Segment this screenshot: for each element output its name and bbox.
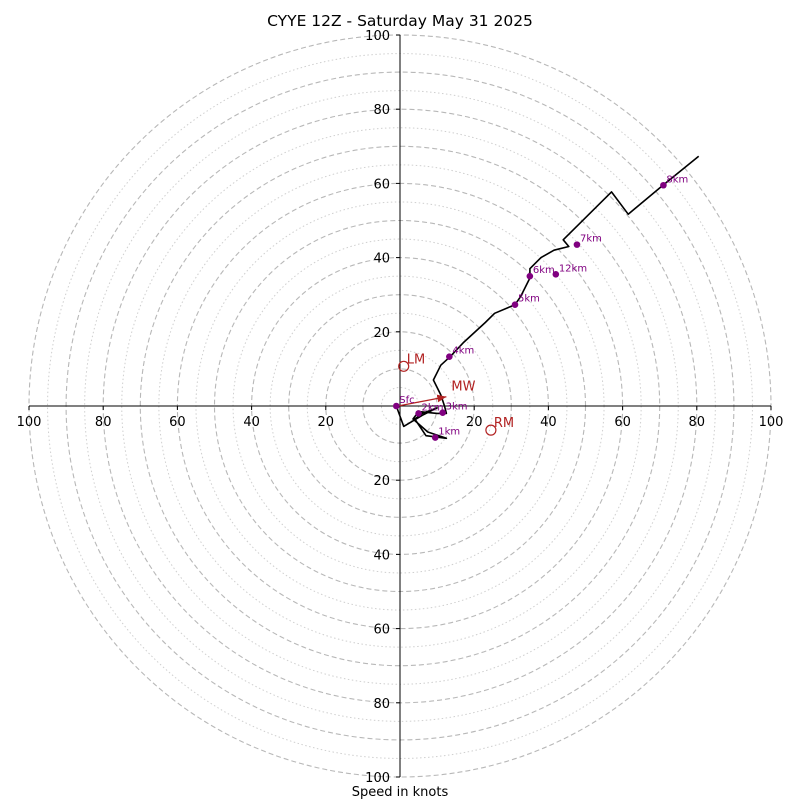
height-label: 12km: [559, 263, 587, 274]
height-label: Sfc: [399, 395, 414, 406]
chart-title: CYYE 12Z - Saturday May 31 2025: [267, 12, 533, 30]
y-tick-label: 60: [373, 623, 390, 638]
y-tick-label: 40: [373, 252, 390, 267]
hodograph-trace: [395, 155, 700, 440]
x-tick-label: 100: [759, 415, 784, 430]
height-marker: [552, 270, 560, 278]
x-tick-label: 40: [540, 415, 557, 430]
mean-wind-label: MW: [451, 380, 475, 395]
height-marker: [446, 353, 453, 360]
height-label: 5km: [518, 294, 540, 305]
height-marker: [439, 409, 446, 416]
y-tick-label: 20: [373, 326, 390, 341]
height-label: 4km: [452, 346, 474, 357]
x-tick-label: 80: [689, 415, 706, 430]
x-tick-label: 60: [614, 415, 631, 430]
mean-wind-arrow: [397, 394, 447, 407]
y-tick-label: 100: [365, 29, 390, 44]
height-marker: [431, 434, 439, 441]
y-tick-label: 80: [373, 103, 390, 118]
left-mover-marker: [398, 360, 410, 372]
right-mover-label: RM: [494, 416, 514, 431]
x-tick-label: 60: [169, 415, 186, 430]
y-tick-label: 40: [373, 548, 390, 563]
height-marker: [511, 301, 519, 309]
height-label: 6km: [533, 265, 555, 276]
height-marker: [660, 181, 667, 189]
y-tick-label: 60: [373, 177, 390, 192]
right-mover-marker: [485, 424, 497, 436]
height-markers: Sfc 1km 2km 3km 4km 5km 6km 7km 8km 12km: [392, 174, 688, 441]
left-mover-label: LM: [407, 352, 425, 367]
x-axis-label: Speed in knots: [352, 785, 449, 800]
height-marker: [526, 272, 534, 280]
y-tick-label: 100: [365, 771, 390, 786]
y-tick-label: 80: [373, 697, 390, 712]
height-label: 3km: [446, 402, 468, 413]
x-tick-label: 20: [466, 415, 483, 430]
x-tick-label: 20: [318, 415, 335, 430]
x-tick-label: 40: [243, 415, 260, 430]
height-marker: [573, 241, 581, 248]
height-marker: [415, 410, 422, 417]
height-label: 2km: [422, 402, 444, 413]
height-label: 8km: [666, 174, 688, 185]
height-label: 1km: [438, 427, 460, 438]
wind-profile-line: [395, 155, 700, 440]
height-label: 7km: [580, 234, 602, 245]
y-tick-label: 20: [373, 474, 390, 489]
axis-ticks: 100 80 60 40 20 20 40 60 80 100 100 80 60 40 20 20 40 60 8…: [17, 29, 784, 786]
x-tick-label: 100: [17, 415, 42, 430]
storm-motion-vectors: MW LM RM: [397, 352, 514, 436]
x-tick-label: 80: [95, 415, 112, 430]
height-marker: [392, 402, 400, 410]
